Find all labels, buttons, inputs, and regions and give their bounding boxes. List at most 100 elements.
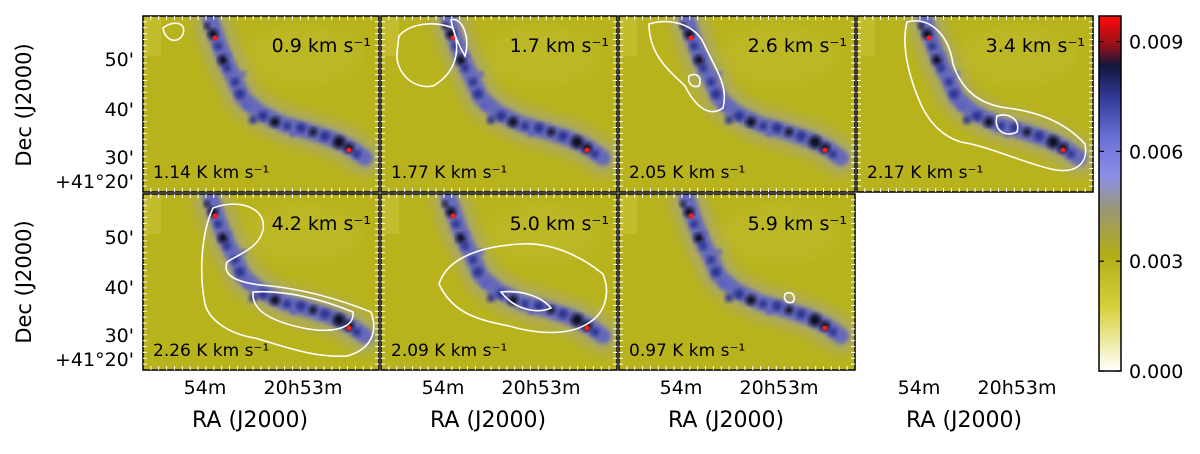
emission-clump xyxy=(918,23,924,29)
channel-panel: 2.6 km s⁻¹ 2.05 K km s⁻¹ xyxy=(618,15,856,193)
colorbar-tick-label: 0.000 xyxy=(1129,361,1183,383)
emission-clump xyxy=(223,64,231,72)
intensity-contour xyxy=(438,243,608,334)
emission-clump xyxy=(702,231,708,237)
emission-clump xyxy=(478,71,484,77)
peak-marker xyxy=(584,325,590,331)
x-tick-label: 54m xyxy=(660,377,703,399)
channel-panel: 4.2 km s⁻¹ 2.26 K km s⁻¹ xyxy=(142,193,380,371)
peak-marker xyxy=(1060,147,1066,153)
integrated-intensity-label: 1.14 K km s⁻¹ xyxy=(153,163,269,183)
emission-clump xyxy=(481,102,489,110)
emission-clump xyxy=(829,150,837,158)
emission-clump xyxy=(972,111,982,121)
x-tick-label: 54m xyxy=(898,377,941,399)
peak-marker xyxy=(450,35,456,41)
emission-clump xyxy=(290,309,296,315)
x-tick-label: 20h53m xyxy=(978,377,1057,399)
emission-clump xyxy=(270,117,280,127)
emission-clump xyxy=(957,102,965,110)
y-tick-label: 40' xyxy=(105,277,134,299)
emission-clump xyxy=(766,131,772,137)
y-tick-label: 40' xyxy=(105,99,134,121)
integrated-intensity-label: 2.05 K km s⁻¹ xyxy=(629,163,745,183)
y-axis-label-top: Dec (J2000) xyxy=(12,43,36,167)
emission-clump xyxy=(680,201,686,207)
emission-clump xyxy=(461,242,469,250)
emission-clump xyxy=(333,314,345,326)
emission-clump xyxy=(249,116,257,124)
velocity-label: 0.9 km s⁻¹ xyxy=(272,35,371,57)
emission-clump xyxy=(1047,136,1059,148)
emission-clump xyxy=(487,116,495,124)
peak-marker xyxy=(212,35,218,41)
intensity-contour xyxy=(783,291,796,304)
emission-clump xyxy=(694,233,704,243)
x-axis-label-4: RA (J2000) xyxy=(906,408,1023,433)
peak-marker xyxy=(346,325,352,331)
emission-clump xyxy=(521,300,529,308)
x-axis-label-1: RA (J2000) xyxy=(192,408,309,433)
emission-clump xyxy=(473,267,483,277)
emission-clump xyxy=(508,117,518,127)
emission-clump xyxy=(707,78,715,86)
emission-clump xyxy=(984,117,994,127)
channel-panel: 5.0 km s⁻¹ 2.09 K km s⁻¹ xyxy=(380,193,618,371)
emission-clump xyxy=(464,231,470,237)
emission-clump xyxy=(487,294,495,302)
emission-clump xyxy=(1034,131,1044,141)
y-tick-label: 30' xyxy=(105,325,134,347)
emission-clump xyxy=(746,295,756,305)
emission-clump xyxy=(591,150,599,158)
emission-clump xyxy=(235,89,245,99)
velocity-label: 4.2 km s⁻¹ xyxy=(272,213,371,235)
emission-clump xyxy=(690,220,698,228)
velocity-label: 5.0 km s⁻¹ xyxy=(510,213,609,235)
x-tick-label: 20h53m xyxy=(740,377,819,399)
intensity-contour xyxy=(687,73,701,88)
emission-clump xyxy=(214,42,222,50)
emission-clump xyxy=(309,128,317,136)
x-axis-label-3: RA (J2000) xyxy=(668,408,785,433)
intensity-contour xyxy=(648,20,726,113)
channel-panel: 1.7 km s⁻¹ 1.77 K km s⁻¹ xyxy=(380,15,618,193)
emission-clump xyxy=(725,294,733,302)
emission-clump xyxy=(547,128,555,136)
velocity-label: 3.4 km s⁻¹ xyxy=(986,35,1085,57)
emission-clump xyxy=(469,256,477,264)
y-axis-label-bottom: Dec (J2000) xyxy=(12,220,36,344)
intensity-contour xyxy=(252,290,354,332)
emission-clump xyxy=(283,122,291,130)
emission-clump xyxy=(759,122,767,130)
emission-clump xyxy=(226,231,232,237)
emission-clump xyxy=(940,53,946,59)
intensity-contour xyxy=(200,203,375,357)
emission-clump xyxy=(240,71,246,77)
emission-clump xyxy=(571,314,583,326)
intensity-contour xyxy=(396,23,458,88)
x-axis-label-2: RA (J2000) xyxy=(430,408,547,433)
peak-marker xyxy=(212,213,218,219)
emission-clump xyxy=(809,314,821,326)
emission-clump xyxy=(699,242,707,250)
emission-clump xyxy=(461,64,469,72)
emission-clump xyxy=(469,78,477,86)
emission-clump xyxy=(711,267,721,277)
emission-clump xyxy=(690,42,698,50)
emission-clump xyxy=(796,309,806,319)
emission-clump xyxy=(759,300,767,308)
emission-clump xyxy=(809,136,821,148)
channel-panel: 3.4 km s⁻¹ 2.17 K km s⁻¹ xyxy=(856,15,1094,193)
emission-clump xyxy=(243,102,251,110)
emission-clump xyxy=(571,136,583,148)
emission-clump xyxy=(785,128,793,136)
x-tick-label: 54m xyxy=(184,377,227,399)
emission-clump xyxy=(270,295,280,305)
emission-clump xyxy=(1023,128,1031,136)
emission-clump xyxy=(296,123,306,133)
y-tick-label: +41°20' xyxy=(55,349,134,371)
emission-clump xyxy=(772,123,782,133)
emission-clump xyxy=(214,220,222,228)
emission-clump xyxy=(456,233,466,243)
